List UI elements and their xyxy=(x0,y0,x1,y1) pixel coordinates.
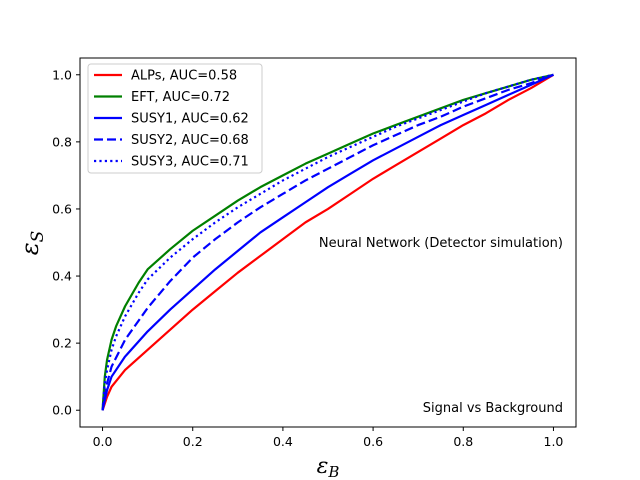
y-tick-label: 0.4 xyxy=(52,269,72,284)
plot-frame xyxy=(79,57,577,428)
x-tick-label: 1.0 xyxy=(544,434,564,449)
curve-layer xyxy=(101,73,555,411)
series-line-1 xyxy=(101,73,554,411)
method-annotation: Neural Network (Detector simulation) xyxy=(319,236,563,251)
legend: ALPs, AUC=0.58 EFT, AUC=0.72 SUSY1, AUC=0.… xyxy=(87,63,263,174)
series-line-0 xyxy=(101,73,555,411)
x-tick-label: 0.4 xyxy=(273,434,293,449)
y-axis-ticks: 0.0 0.2 0.4 0.6 0.8 1.0 xyxy=(52,67,80,418)
series-line-3 xyxy=(101,73,554,411)
y-tick-label: 1.0 xyxy=(52,67,72,82)
y-tick-label: 0.0 xyxy=(52,403,72,418)
x-tick-label: 0.0 xyxy=(93,434,113,449)
y-axis-label: εS xyxy=(16,231,48,256)
legend-label-4: SUSY3, AUC=0.71 xyxy=(131,155,249,170)
x-axis-ticks: 0.0 0.2 0.4 0.6 0.8 1.0 xyxy=(93,427,564,449)
legend-label-1: EFT, AUC=0.72 xyxy=(131,90,230,105)
y-axis-label-main: ε xyxy=(16,242,44,255)
x-axis-label-main: ε xyxy=(317,454,329,479)
task-annotation: Signal vs Background xyxy=(423,401,563,416)
x-tick-label: 0.8 xyxy=(453,434,473,449)
legend-label-2: SUSY1, AUC=0.62 xyxy=(131,112,249,127)
y-axis-label-sub: S xyxy=(28,231,48,243)
legend-entries: ALPs, AUC=0.58 EFT, AUC=0.72 SUSY1, AUC=0.… xyxy=(94,69,249,170)
x-tick-label: 0.6 xyxy=(363,434,383,449)
legend-label-0: ALPs, AUC=0.58 xyxy=(131,69,237,84)
x-axis-label-sub: B xyxy=(327,463,339,480)
legend-label-3: SUSY2, AUC=0.68 xyxy=(131,133,249,148)
x-axis-label: εB xyxy=(317,454,340,480)
series-line-2 xyxy=(101,73,554,411)
y-tick-label: 0.8 xyxy=(52,134,72,149)
legend-box xyxy=(87,63,263,174)
x-tick-label: 0.2 xyxy=(183,434,203,449)
y-tick-label: 0.6 xyxy=(52,201,72,216)
y-tick-label: 0.2 xyxy=(52,336,72,351)
